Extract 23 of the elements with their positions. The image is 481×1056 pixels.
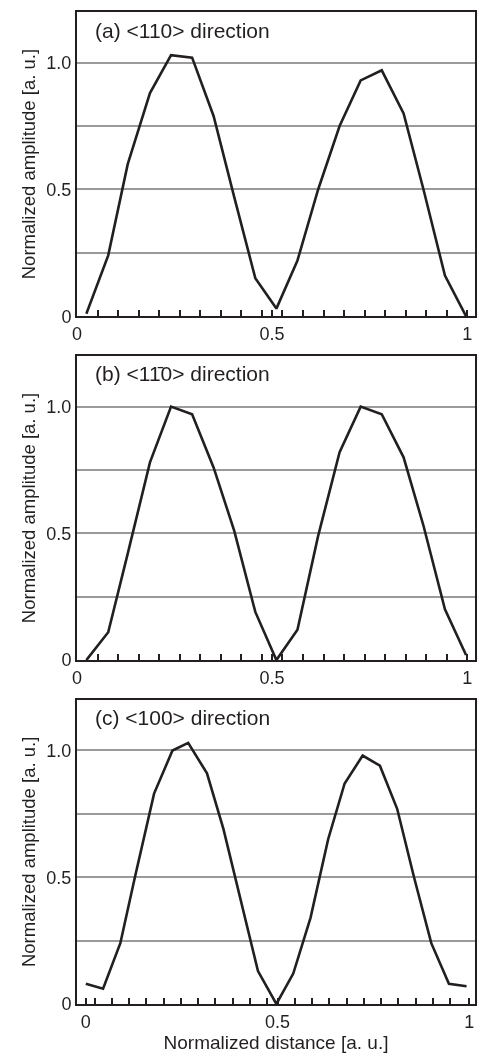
y-tick-label: 0.5 (46, 867, 72, 888)
x-tick-label: 0.5 (259, 667, 285, 688)
y-tick-label: 1.0 (46, 396, 72, 417)
x-tick-label: 1 (462, 667, 473, 688)
x-tick-label: 1 (462, 323, 473, 344)
y-axis-title: Normalized amplitude [a. u.] (17, 392, 39, 624)
chart-title: (c) <100> direction (95, 706, 271, 729)
chart-title: (a) <110> direction (95, 19, 270, 42)
x-tick-label: 0 (80, 1011, 91, 1032)
x-tick-label: 0.5 (265, 1011, 291, 1032)
y-tick-label: 0 (61, 306, 72, 327)
y-tick-label: 0 (61, 994, 72, 1015)
y-axis-title: Normalized amplitude [a. u.] (17, 48, 39, 280)
y-tick-label: 0 (61, 650, 72, 671)
x-tick-label: 0.5 (259, 323, 285, 344)
y-tick-label: 1.0 (46, 740, 72, 761)
x-axis-title: Normalized distance [a. u.] (163, 1031, 389, 1053)
chart-title: (b) <11̄0> direction (95, 362, 270, 385)
y-axis-title: Normalized amplitude [a. u.] (17, 736, 39, 968)
x-tick-label: 1 (464, 1011, 475, 1032)
y-tick-label: 0.5 (46, 523, 72, 544)
y-tick-label: 0.5 (46, 179, 72, 200)
y-tick-label: 1.0 (46, 53, 72, 73)
